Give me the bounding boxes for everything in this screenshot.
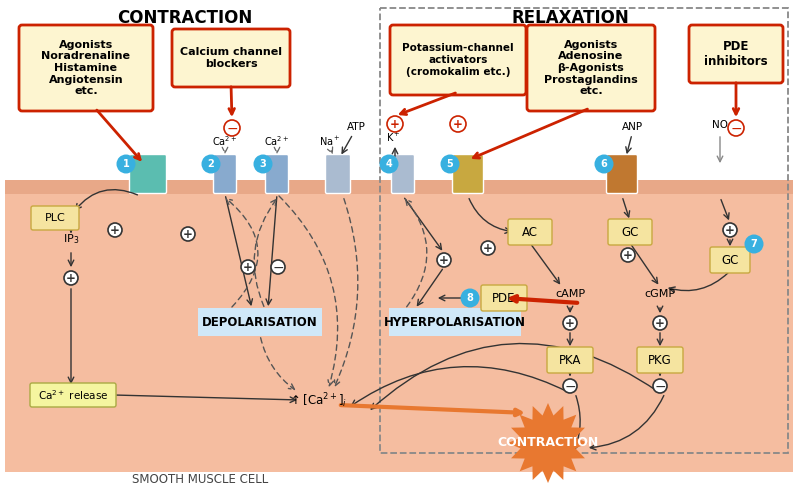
FancyBboxPatch shape — [607, 155, 638, 193]
FancyBboxPatch shape — [389, 308, 521, 336]
Circle shape — [653, 379, 667, 393]
Circle shape — [437, 253, 451, 267]
Circle shape — [744, 235, 764, 253]
Text: PKG: PKG — [648, 353, 672, 366]
Circle shape — [653, 316, 667, 330]
Text: CONTRACTION: CONTRACTION — [497, 436, 599, 449]
Circle shape — [116, 155, 135, 173]
FancyBboxPatch shape — [453, 155, 484, 193]
FancyBboxPatch shape — [172, 29, 290, 87]
Text: 5: 5 — [446, 159, 453, 169]
FancyBboxPatch shape — [214, 155, 237, 193]
Circle shape — [563, 379, 577, 393]
Circle shape — [595, 155, 614, 173]
Text: +: + — [453, 118, 463, 131]
Text: 7: 7 — [751, 239, 757, 249]
FancyBboxPatch shape — [325, 155, 351, 193]
Circle shape — [481, 241, 495, 255]
Circle shape — [64, 271, 78, 285]
Text: ANP: ANP — [622, 122, 642, 132]
Circle shape — [461, 288, 480, 308]
Circle shape — [450, 116, 466, 132]
Text: 2: 2 — [208, 159, 214, 169]
Text: K$^+$: K$^+$ — [386, 131, 400, 144]
Text: Ca$^{2+}$: Ca$^{2+}$ — [265, 134, 289, 148]
Circle shape — [441, 155, 460, 173]
Text: +: + — [243, 261, 253, 274]
Text: +: + — [565, 317, 575, 330]
FancyBboxPatch shape — [608, 219, 652, 245]
Text: cAMP: cAMP — [555, 289, 585, 299]
Text: −: − — [730, 121, 742, 136]
Text: GC: GC — [622, 226, 638, 239]
Text: 6: 6 — [601, 159, 607, 169]
Circle shape — [728, 120, 744, 136]
Circle shape — [241, 260, 255, 274]
Text: +: + — [66, 272, 76, 285]
Polygon shape — [508, 403, 588, 483]
Text: PKA: PKA — [559, 353, 581, 366]
FancyBboxPatch shape — [5, 180, 793, 194]
Text: −: − — [273, 260, 284, 274]
Text: Potassium-channel
activators
(cromokalim etc.): Potassium-channel activators (cromokalim… — [402, 43, 514, 77]
Text: 3: 3 — [260, 159, 266, 169]
FancyBboxPatch shape — [508, 219, 552, 245]
Text: Agonists
Adenosine
β-Agonists
Prostaglandins
etc.: Agonists Adenosine β-Agonists Prostaglan… — [544, 40, 638, 96]
Text: cGMP: cGMP — [645, 289, 676, 299]
Text: ATP: ATP — [347, 122, 366, 132]
FancyBboxPatch shape — [390, 25, 526, 95]
Text: +: + — [183, 228, 193, 241]
Text: Agonists
Noradrenaline
Histamine
Angiotensin
etc.: Agonists Noradrenaline Histamine Angiote… — [41, 40, 131, 96]
Text: −: − — [226, 121, 238, 136]
FancyBboxPatch shape — [637, 347, 683, 373]
Circle shape — [387, 116, 403, 132]
Circle shape — [253, 155, 273, 173]
Text: −: − — [654, 380, 665, 394]
Text: +: + — [725, 224, 735, 237]
FancyBboxPatch shape — [391, 155, 414, 193]
Text: IP$_3$: IP$_3$ — [63, 232, 79, 246]
Text: GC: GC — [721, 253, 739, 266]
Text: +: + — [439, 254, 449, 267]
Text: SMOOTH MUSCLE CELL: SMOOTH MUSCLE CELL — [132, 473, 268, 486]
Text: 1: 1 — [123, 159, 129, 169]
Text: RELAXATION: RELAXATION — [511, 9, 629, 27]
Circle shape — [224, 120, 240, 136]
Text: Na$^+$: Na$^+$ — [320, 135, 341, 148]
Circle shape — [379, 155, 398, 173]
FancyBboxPatch shape — [5, 192, 793, 472]
Circle shape — [563, 316, 577, 330]
Text: NO: NO — [712, 120, 728, 130]
FancyBboxPatch shape — [30, 383, 116, 407]
Text: +: + — [483, 242, 493, 255]
Text: Ca$^{2+}$ release: Ca$^{2+}$ release — [37, 388, 108, 402]
Circle shape — [621, 248, 635, 262]
Circle shape — [202, 155, 221, 173]
FancyBboxPatch shape — [129, 155, 167, 193]
FancyBboxPatch shape — [31, 206, 79, 230]
Circle shape — [723, 223, 737, 237]
Text: PLC: PLC — [45, 213, 65, 223]
FancyBboxPatch shape — [481, 285, 527, 311]
Text: +: + — [390, 118, 400, 131]
FancyBboxPatch shape — [198, 308, 322, 336]
Text: AC: AC — [522, 226, 538, 239]
Text: $\uparrow$[Ca$^{2+}$]$_i$: $\uparrow$[Ca$^{2+}$]$_i$ — [289, 392, 347, 411]
FancyBboxPatch shape — [19, 25, 153, 111]
Text: PDE: PDE — [493, 292, 516, 305]
Text: CONTRACTION: CONTRACTION — [117, 9, 253, 27]
Text: 8: 8 — [466, 293, 473, 303]
FancyBboxPatch shape — [265, 155, 289, 193]
FancyBboxPatch shape — [710, 247, 750, 273]
Text: DEPOLARISATION: DEPOLARISATION — [202, 316, 318, 329]
Text: HYPERPOLARISATION: HYPERPOLARISATION — [384, 316, 526, 329]
FancyBboxPatch shape — [689, 25, 783, 83]
Text: −: − — [564, 380, 575, 394]
Text: +: + — [623, 249, 633, 262]
Text: Ca$^{2+}$: Ca$^{2+}$ — [212, 134, 238, 148]
Circle shape — [271, 260, 285, 274]
Text: 4: 4 — [386, 159, 392, 169]
Text: +: + — [110, 224, 120, 237]
FancyBboxPatch shape — [547, 347, 593, 373]
